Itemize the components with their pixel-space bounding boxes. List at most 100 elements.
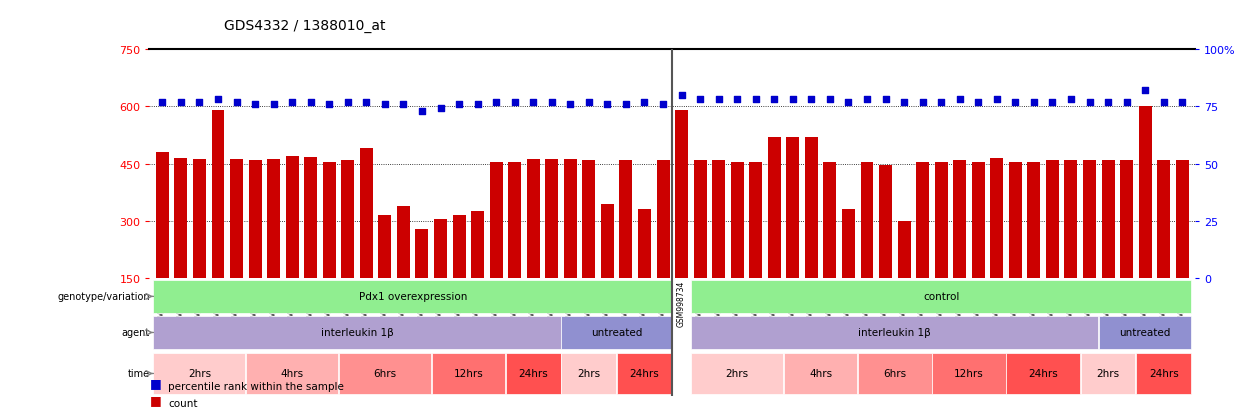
Bar [842, 209, 855, 336]
Bar [193, 159, 205, 336]
FancyBboxPatch shape [432, 353, 505, 394]
Text: genotype/variation: genotype/variation [57, 292, 149, 301]
Point [838, 99, 858, 106]
Point [635, 99, 655, 106]
Bar [693, 160, 707, 336]
Point [654, 101, 674, 108]
Point [598, 101, 618, 108]
Bar [823, 162, 837, 336]
Bar [1027, 162, 1041, 336]
Bar [935, 162, 947, 336]
Bar [489, 163, 503, 336]
Bar [397, 206, 410, 336]
Point [487, 99, 507, 106]
FancyBboxPatch shape [1099, 316, 1191, 349]
FancyBboxPatch shape [561, 353, 616, 394]
Text: interleukin 1β: interleukin 1β [859, 328, 931, 338]
Point [208, 97, 228, 103]
Bar [787, 138, 799, 336]
Bar [1139, 107, 1152, 336]
Point [783, 97, 803, 103]
Bar [990, 158, 1003, 336]
Point [802, 97, 822, 103]
Bar [898, 221, 910, 336]
Point [504, 99, 524, 106]
Text: 24hrs: 24hrs [1028, 368, 1058, 379]
Bar [1083, 160, 1096, 336]
FancyBboxPatch shape [691, 316, 1098, 349]
Text: 24hrs: 24hrs [1149, 368, 1179, 379]
Text: 2hrs: 2hrs [726, 368, 748, 379]
Bar [675, 111, 688, 336]
Bar [1120, 160, 1133, 336]
Point [1135, 88, 1155, 94]
Text: 4hrs: 4hrs [809, 368, 832, 379]
Bar [360, 149, 372, 336]
Bar [564, 159, 576, 336]
FancyBboxPatch shape [1006, 353, 1079, 394]
Bar [230, 159, 243, 336]
Bar [471, 211, 484, 336]
Point [987, 97, 1007, 103]
Text: 2hrs: 2hrs [188, 368, 210, 379]
Bar [1157, 160, 1170, 336]
FancyBboxPatch shape [153, 316, 560, 349]
Text: 24hrs: 24hrs [518, 368, 548, 379]
Bar [972, 162, 985, 336]
FancyBboxPatch shape [691, 353, 783, 394]
Point [375, 101, 395, 108]
Bar [341, 160, 355, 336]
Point [708, 97, 728, 103]
Point [542, 99, 561, 106]
Bar [1064, 160, 1077, 336]
Bar [378, 216, 391, 336]
Bar [620, 160, 632, 336]
Text: untreated: untreated [1119, 328, 1170, 338]
Point [171, 99, 190, 106]
Bar [712, 160, 725, 336]
Point [1173, 99, 1193, 106]
FancyBboxPatch shape [1081, 353, 1135, 394]
Text: 4hrs: 4hrs [280, 368, 304, 379]
Bar [804, 138, 818, 336]
Text: GDS4332 / 1388010_at: GDS4332 / 1388010_at [224, 19, 386, 33]
Point [671, 92, 691, 99]
Point [1098, 99, 1118, 106]
Point [227, 99, 247, 106]
Text: ■: ■ [149, 393, 161, 406]
Bar [1175, 160, 1189, 336]
FancyBboxPatch shape [561, 316, 672, 349]
Bar [268, 159, 280, 336]
FancyBboxPatch shape [691, 280, 1191, 313]
Point [152, 99, 172, 106]
Bar [1046, 160, 1059, 336]
Point [1061, 97, 1081, 103]
Point [913, 99, 933, 106]
Point [189, 99, 209, 106]
Point [857, 97, 876, 103]
Bar [545, 159, 558, 336]
Bar [731, 162, 743, 336]
Bar [322, 162, 336, 336]
Point [431, 106, 451, 112]
Text: time: time [128, 368, 149, 379]
Point [468, 101, 488, 108]
Text: 2hrs: 2hrs [1097, 368, 1119, 379]
Bar [416, 229, 428, 336]
Text: interleukin 1β: interleukin 1β [321, 328, 393, 338]
FancyBboxPatch shape [153, 353, 245, 394]
Point [950, 97, 970, 103]
Bar [916, 162, 929, 336]
FancyBboxPatch shape [505, 353, 560, 394]
Bar [156, 153, 169, 336]
Point [1154, 99, 1174, 106]
Point [579, 99, 599, 106]
Bar [527, 159, 540, 336]
Bar [508, 162, 522, 336]
Bar [879, 166, 891, 336]
Point [931, 99, 951, 106]
Bar [768, 138, 781, 336]
Point [764, 97, 784, 103]
Text: 6hrs: 6hrs [374, 368, 396, 379]
Text: 12hrs: 12hrs [453, 368, 483, 379]
